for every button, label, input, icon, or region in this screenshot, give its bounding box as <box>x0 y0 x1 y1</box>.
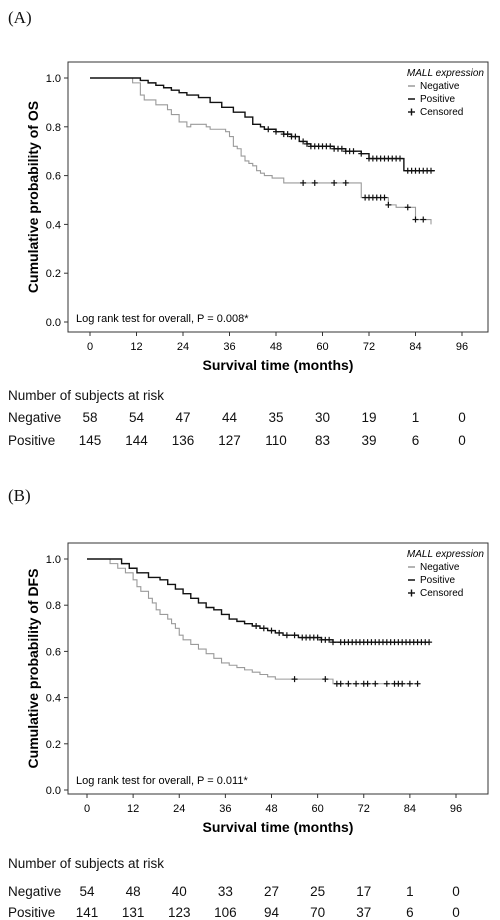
risk-row-label: Positive <box>8 905 56 920</box>
y-axis-label: Cumulative probability of DFS <box>25 569 41 769</box>
panel-b: (B) 0.0 0.2 0.4 0.6 0.8 1.0 0 12 24 36 48 60 72 84 96 S… <box>0 480 500 920</box>
legend-item: Negative <box>420 81 460 92</box>
legend-item: Negative <box>420 562 460 573</box>
risk-table-title: Number of subjects at risk <box>8 388 165 403</box>
x-tick-label: 72 <box>358 803 370 815</box>
legend-title: MALL expression <box>407 68 485 79</box>
km-line-negative <box>87 558 418 685</box>
km-chart-os: 0.0 0.2 0.4 0.6 0.8 1.0 0 12 24 36 48 60 72 84 96 Survi… <box>25 61 489 373</box>
risk-cell: 144 <box>125 433 148 448</box>
y-tick-label: 1.0 <box>46 73 61 85</box>
km-line-positive <box>90 77 435 172</box>
risk-cell: 141 <box>75 905 99 920</box>
x-axis-label: Survival time (months) <box>203 357 354 373</box>
y-tick-label: 0.0 <box>46 317 61 329</box>
y-tick-label: 0.4 <box>46 693 61 705</box>
risk-cell: 58 <box>82 410 98 425</box>
risk-cell: 47 <box>175 410 191 425</box>
risk-cell: 1 <box>406 884 414 899</box>
x-tick-label: 96 <box>450 803 462 815</box>
y-tick-label: 0.4 <box>46 219 61 231</box>
logrank-annotation: Log rank test for overall, P = 0.008* <box>76 313 249 325</box>
risk-cell: 54 <box>79 884 95 899</box>
risk-cell: 33 <box>217 884 233 899</box>
risk-cell: 1 <box>411 410 420 425</box>
y-tick-label: 0.2 <box>46 268 61 280</box>
risk-cell: 110 <box>265 433 287 448</box>
risk-cell: 0 <box>458 433 466 448</box>
legend-item: Censored <box>420 588 463 599</box>
risk-row-label: Negative <box>8 410 62 425</box>
risk-cell: 40 <box>171 884 187 899</box>
risk-cell: 19 <box>361 410 377 425</box>
risk-cell: 0 <box>458 410 466 425</box>
logrank-annotation: Log rank test for overall, P = 0.011* <box>76 775 248 787</box>
risk-cell: 131 <box>121 905 145 920</box>
risk-cell: 48 <box>125 884 141 899</box>
x-tick-label: 60 <box>312 803 324 815</box>
x-tick-label: 24 <box>177 341 189 353</box>
km-chart-dfs: 0.0 0.2 0.4 0.6 0.8 1.0 0 12 24 36 48 60 72 84 96 Survi… <box>25 542 489 835</box>
x-tick-label: 72 <box>363 341 375 353</box>
risk-cell: 35 <box>268 410 284 425</box>
y-tick-label: 0.8 <box>46 122 61 134</box>
risk-cell: 70 <box>310 905 326 920</box>
x-tick-label: 36 <box>219 803 231 815</box>
risk-cell: 94 <box>263 905 280 920</box>
y-tick-label: 0.6 <box>46 171 61 183</box>
x-tick-label: 48 <box>270 341 282 353</box>
plot-frame <box>67 542 489 795</box>
legend-title: MALL expression <box>407 549 485 560</box>
risk-cell: 27 <box>263 884 280 899</box>
x-tick-label: 0 <box>84 803 90 815</box>
risk-cell: 54 <box>128 410 145 425</box>
x-tick-label: 12 <box>130 341 142 353</box>
legend-item: Positive <box>420 575 455 586</box>
panel-label: (A) <box>8 8 32 27</box>
y-tick-label: 0.0 <box>46 785 61 797</box>
risk-cell: 44 <box>221 410 238 425</box>
legend-item: Censored <box>420 107 463 118</box>
y-tick-label: 0.2 <box>46 739 61 751</box>
risk-cell: 25 <box>310 884 326 899</box>
panel-a: (A) 0.0 0.2 0.4 0.6 0.8 1.0 0 12 24 36 48 60 72 84 96 S… <box>0 0 500 455</box>
risk-cell: 39 <box>361 433 377 448</box>
risk-cell: 123 <box>167 905 191 920</box>
risk-cell: 37 <box>356 905 372 920</box>
panel-label: (B) <box>8 486 31 505</box>
km-line-negative <box>90 77 432 225</box>
x-tick-label: 96 <box>456 341 468 353</box>
x-tick-label: 24 <box>173 803 185 815</box>
risk-cell: 106 <box>214 905 237 920</box>
risk-cell: 0 <box>452 905 460 920</box>
x-tick-label: 0 <box>87 341 93 353</box>
x-tick-label: 12 <box>127 803 139 815</box>
y-tick-label: 1.0 <box>46 554 61 566</box>
risk-cell: 17 <box>356 884 372 899</box>
x-tick-label: 48 <box>265 803 277 815</box>
x-tick-label: 60 <box>316 341 328 353</box>
risk-cell: 136 <box>171 433 195 448</box>
y-tick-label: 0.8 <box>46 600 61 612</box>
risk-table-title: Number of subjects at risk <box>8 856 165 871</box>
km-line-positive <box>87 558 430 643</box>
x-tick-label: 84 <box>404 803 416 815</box>
risk-cell: 83 <box>314 433 331 448</box>
y-axis-label: Cumulative probability of OS <box>25 101 41 293</box>
risk-cell: 127 <box>218 433 241 448</box>
y-tick-label: 0.6 <box>46 646 61 658</box>
risk-cell: 6 <box>406 905 414 920</box>
plot-frame <box>67 61 489 333</box>
risk-cell: 0 <box>452 884 460 899</box>
x-tick-label: 36 <box>223 341 235 353</box>
risk-cell: 30 <box>314 410 331 425</box>
x-axis-label: Survival time (months) <box>203 819 354 835</box>
risk-cell: 6 <box>411 433 420 448</box>
risk-row-label: Positive <box>8 433 56 448</box>
legend-item: Positive <box>420 94 455 105</box>
risk-cell: 145 <box>78 433 102 448</box>
risk-row-label: Negative <box>8 884 62 899</box>
x-tick-label: 84 <box>409 341 421 353</box>
